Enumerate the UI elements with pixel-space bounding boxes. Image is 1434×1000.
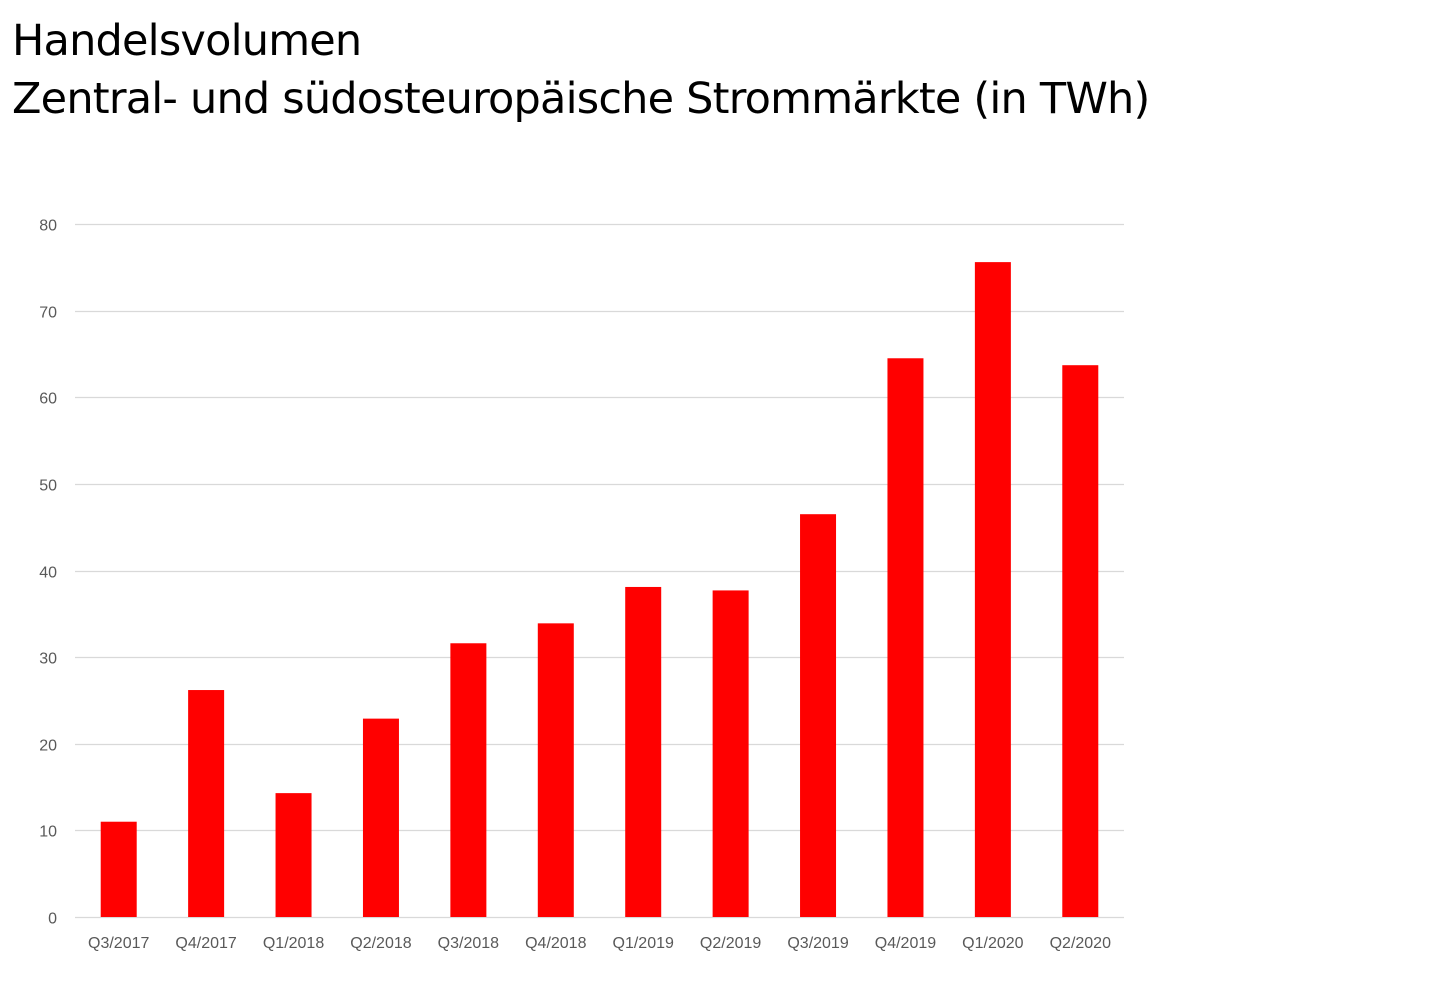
bar-q3-2018 bbox=[450, 643, 487, 917]
bar-q4-2018 bbox=[537, 623, 574, 917]
bar-q2-2020 bbox=[1062, 365, 1099, 918]
y-tick-label: 20 bbox=[39, 738, 57, 755]
x-tick-label: Q1/2019 bbox=[613, 935, 674, 952]
x-tick-label: Q3/2018 bbox=[438, 935, 499, 952]
x-tick-label: Q4/2019 bbox=[875, 935, 936, 952]
bar-q1-2018 bbox=[275, 793, 312, 917]
y-tick-label: 80 bbox=[39, 218, 57, 235]
bar-q2-2018 bbox=[362, 718, 399, 917]
bar-q2-2019 bbox=[712, 590, 749, 917]
x-tick-label: Q2/2018 bbox=[350, 935, 411, 952]
y-tick-label: 30 bbox=[39, 651, 57, 668]
bar-q4-2019 bbox=[887, 358, 924, 917]
x-tick-label: Q2/2019 bbox=[700, 935, 761, 952]
x-tick-label: Q4/2018 bbox=[525, 935, 586, 952]
x-tick-label: Q1/2018 bbox=[263, 935, 324, 952]
bar-q4-2017 bbox=[188, 690, 225, 917]
bar-q3-2017 bbox=[100, 821, 137, 917]
y-tick-label: 60 bbox=[39, 391, 57, 408]
x-tick-label: Q4/2017 bbox=[175, 935, 236, 952]
bar-q3-2019 bbox=[800, 514, 837, 917]
y-tick-label: 10 bbox=[39, 824, 57, 841]
y-tick-label: 70 bbox=[39, 305, 57, 322]
x-tick-label: Q1/2020 bbox=[962, 935, 1023, 952]
x-tick-label: Q3/2017 bbox=[88, 935, 149, 952]
x-tick-label: Q2/2020 bbox=[1050, 935, 1111, 952]
y-tick-label: 50 bbox=[39, 478, 57, 495]
y-tick-label: 0 bbox=[48, 911, 57, 928]
bar-q1-2019 bbox=[625, 586, 662, 917]
x-tick-label: Q3/2019 bbox=[787, 935, 848, 952]
bar-q1-2020 bbox=[974, 262, 1011, 917]
y-tick-label: 40 bbox=[39, 565, 57, 582]
bars bbox=[100, 262, 1099, 918]
gridlines bbox=[75, 223, 1124, 919]
chart-title: Handelsvolumen Zentral- und südosteuropä… bbox=[12, 12, 1412, 128]
chart-title-line-2: Zentral- und südosteuropäische Strommärk… bbox=[12, 74, 1150, 124]
x-axis-ticks: Q3/2017 Q4/2017 Q1/2018 Q2/2018 Q3/2018 Q4/20… bbox=[88, 935, 1111, 952]
chart-title-line-1: Handelsvolumen bbox=[12, 16, 362, 66]
y-axis-ticks: 0 10 20 30 40 50 60 70 80 bbox=[39, 218, 57, 928]
